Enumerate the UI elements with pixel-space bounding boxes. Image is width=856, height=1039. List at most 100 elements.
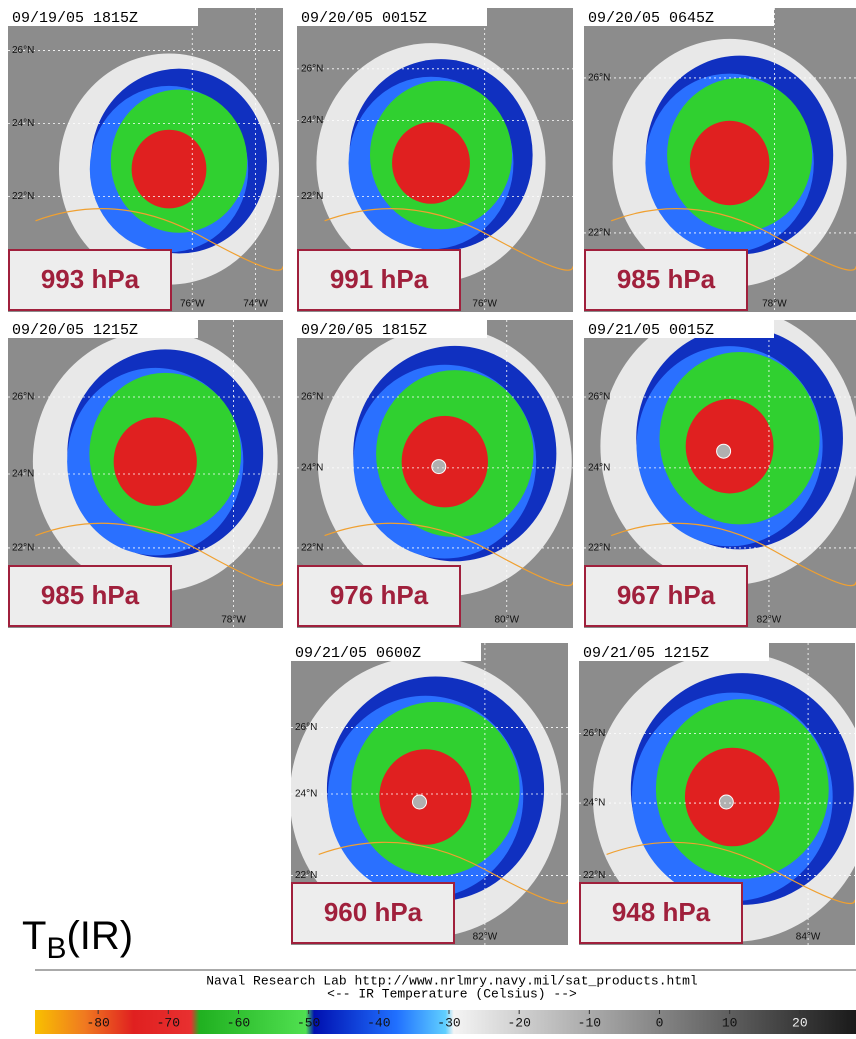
pressure-box xyxy=(297,565,461,627)
lat-label: 24°N xyxy=(12,118,34,129)
lon-label: 80°W xyxy=(494,615,519,626)
legend-label: TB(IR) xyxy=(22,914,133,965)
timestamp-bg xyxy=(584,320,774,338)
eye xyxy=(412,794,427,810)
timestamp-bg xyxy=(579,643,769,661)
lat-label: 24°N xyxy=(301,115,323,126)
coastline xyxy=(610,522,856,587)
lat-label: 24°N xyxy=(588,462,610,473)
pressure: 985 hPa xyxy=(41,580,140,610)
eye xyxy=(718,794,734,810)
satellite-panel: 26°N 22°N 78°W 09/20/05 0645Z 985 hPa xyxy=(584,8,856,312)
pressure: 948 hPa xyxy=(612,897,711,927)
colorbar-ticks: -80 -70 -60 -50 -40 -30 -20 -10 0 10 20 xyxy=(86,1010,808,1030)
eye xyxy=(431,459,447,475)
pressure-box xyxy=(297,249,461,311)
pressure-box xyxy=(584,565,748,627)
tick-label: -20 xyxy=(507,1015,530,1030)
lat-label: 22°N xyxy=(295,870,317,881)
satellite-panel: 26°N 24°N 22°N 78°W 09/20/05 1215Z 985 hPa xyxy=(8,320,283,628)
tick-label: -40 xyxy=(367,1015,390,1030)
lat-label: 26°N xyxy=(588,73,610,84)
cloud-band xyxy=(685,398,774,494)
timestamp: 09/21/05 0015Z xyxy=(588,322,714,339)
lon-label: 76°W xyxy=(180,299,205,310)
suffix: (IR) xyxy=(66,914,133,958)
timestamp: 09/20/05 0645Z xyxy=(588,10,714,27)
satellite-panel: 26°N 24°N 22°N 76°W 09/20/05 0015Z 991 hPa xyxy=(297,8,573,312)
timestamp-bg xyxy=(8,8,198,26)
lat-label: 24°N xyxy=(12,469,34,480)
colorbar xyxy=(35,1010,856,1034)
satellite-panel: 26°N 24°N 22°N 82°W 09/21/05 0600Z 960 hPa xyxy=(291,643,568,945)
lat-label: 24°N xyxy=(301,462,323,473)
coastline xyxy=(318,841,568,905)
coastline xyxy=(35,522,283,587)
tick-label: 10 xyxy=(722,1015,738,1030)
timestamp-bg xyxy=(8,320,198,338)
lat-label: 26°N xyxy=(588,392,610,403)
lon-label: 74°W xyxy=(243,299,268,310)
lat-label: 26°N xyxy=(295,722,317,733)
lon-label: 84°W xyxy=(796,932,821,943)
lat-label: 26°N xyxy=(301,392,323,403)
timestamp: 09/20/05 1215Z xyxy=(12,322,138,339)
lat-label: 24°N xyxy=(583,798,605,809)
satellite-panel: 26°N 24°N 22°N 82°W 09/21/05 0015Z 967 hPa xyxy=(584,320,856,628)
pressure: 967 hPa xyxy=(617,580,716,610)
lat-label: 22°N xyxy=(583,870,605,881)
tick-label: -50 xyxy=(297,1015,320,1030)
lat-label: 26°N xyxy=(12,392,34,403)
tick-label: -80 xyxy=(86,1015,109,1030)
panels: 26°N 24°N 22°N 76°W 74°W 09/19/05 1815Z 993 hP… xyxy=(8,8,856,945)
lat-label: 22°N xyxy=(588,543,610,554)
tick-label: -30 xyxy=(437,1015,460,1030)
timestamp-bg xyxy=(297,320,487,338)
lon-label: 78°W xyxy=(762,299,787,310)
timestamp: 09/21/05 1215Z xyxy=(583,645,709,662)
cloud-band xyxy=(684,747,780,847)
eye xyxy=(716,443,732,459)
colorbar-title: <-- IR Temperature (Celsius) --> xyxy=(327,986,577,1001)
timestamp: 09/20/05 0015Z xyxy=(301,10,427,27)
lat-label: 22°N xyxy=(588,228,610,239)
timestamp: 09/20/05 1815Z xyxy=(301,322,427,339)
tick-label: -10 xyxy=(578,1015,601,1030)
timestamp: 09/21/05 0600Z xyxy=(295,645,421,662)
coastline xyxy=(324,522,573,587)
subscript: B xyxy=(46,932,66,965)
tick-label: 20 xyxy=(792,1015,808,1030)
tick-label: 0 xyxy=(656,1015,664,1030)
pressure: 960 hPa xyxy=(324,897,423,927)
pressure: 993 hPa xyxy=(41,264,140,294)
lat-label: 22°N xyxy=(301,191,323,202)
lat-label: 22°N xyxy=(12,543,34,554)
cloud-band xyxy=(392,122,470,204)
coastline xyxy=(606,841,855,905)
cloud-band xyxy=(401,415,488,508)
timestamp-bg xyxy=(584,8,774,26)
timestamp-bg xyxy=(297,8,487,26)
lon-label: 76°W xyxy=(472,299,497,310)
timestamp: 09/19/05 1815Z xyxy=(12,10,138,27)
lon-label: 82°W xyxy=(757,615,782,626)
cloud-band xyxy=(689,120,770,206)
pressure: 976 hPa xyxy=(330,580,429,610)
lat-label: 26°N xyxy=(12,45,34,56)
satellite-panel: 26°N 24°N 22°N 80°W 09/20/05 1815Z 976 hPa xyxy=(297,320,573,628)
lat-label: 22°N xyxy=(301,543,323,554)
lat-label: 22°N xyxy=(12,191,34,202)
lon-label: 82°W xyxy=(473,932,498,943)
cloud-band xyxy=(379,749,472,845)
symbol: T xyxy=(22,914,46,958)
pressure-box xyxy=(579,882,743,944)
satellite-panel: 26°N 24°N 22°N 84°W 09/21/05 1215Z 948 hPa xyxy=(579,643,855,945)
coastline xyxy=(35,208,283,271)
lat-label: 24°N xyxy=(295,789,317,800)
tick-label: -70 xyxy=(157,1015,180,1030)
colorbar-source: Naval Research Lab http://www.nrlmry.nav… xyxy=(206,973,698,988)
pressure: 985 hPa xyxy=(617,264,716,294)
coastline xyxy=(324,208,573,271)
pressure-box xyxy=(291,882,455,944)
